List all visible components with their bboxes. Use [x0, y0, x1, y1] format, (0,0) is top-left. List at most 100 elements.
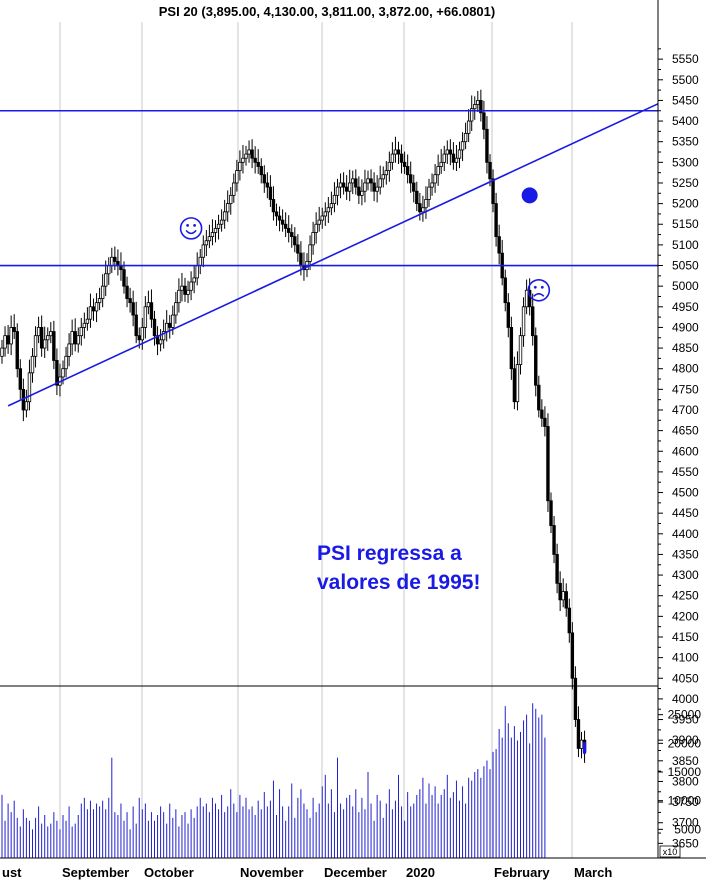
price-bar — [317, 219, 321, 225]
month-label: November — [240, 865, 304, 880]
price-bar — [85, 318, 90, 324]
price-bar — [363, 182, 367, 192]
volume-tick-label: 25000 — [668, 708, 702, 722]
price-bar — [201, 244, 205, 258]
price-bar — [509, 327, 514, 370]
price-bar — [320, 215, 324, 221]
price-tick-label: 3650 — [672, 836, 699, 850]
price-bar — [140, 327, 144, 341]
reference-lines — [0, 103, 659, 407]
price-bar — [82, 322, 87, 328]
price-tick-label: 4250 — [672, 589, 699, 603]
price-bar — [70, 331, 74, 345]
price-bar — [573, 677, 578, 720]
price-bar — [427, 186, 431, 200]
price-tick-label: 4150 — [672, 630, 699, 644]
volume-bars — [1, 703, 546, 858]
price-bar — [46, 335, 50, 341]
last-bar-highlight — [582, 742, 587, 754]
face-outline — [527, 278, 551, 302]
price-bar — [27, 372, 32, 403]
face-mouth — [533, 293, 545, 297]
price-bar — [3, 335, 7, 349]
face-mouth — [185, 229, 197, 235]
price-tick-label: 3900 — [672, 733, 699, 747]
price-bar — [332, 194, 337, 205]
price-bar — [354, 178, 358, 188]
price-tick-label: 3750 — [672, 795, 699, 809]
month-label: February — [494, 865, 550, 880]
price-bar — [225, 203, 230, 213]
price-bar — [283, 223, 288, 229]
price-bar — [73, 331, 77, 345]
price-bar — [94, 302, 99, 312]
price-bar — [36, 327, 41, 337]
price-bar — [265, 182, 270, 188]
month-label: ust — [2, 865, 22, 880]
price-tick-label: 3850 — [672, 754, 699, 768]
volume-tick-label: 20000 — [668, 736, 702, 750]
price-tick-label: 4850 — [672, 341, 699, 355]
price-bar — [253, 157, 257, 163]
price-bar — [412, 182, 416, 192]
happy-face-icon — [179, 217, 203, 240]
price-tick-label: 5550 — [672, 52, 699, 66]
price-bar — [457, 149, 462, 159]
price-tick-label: 5100 — [672, 238, 699, 252]
price-bar — [396, 149, 401, 155]
price-bar — [494, 203, 498, 238]
price-bar — [531, 306, 535, 337]
price-tick-label: 3950 — [672, 713, 699, 727]
price-bar — [180, 285, 184, 291]
price-bar — [564, 591, 568, 609]
price-bar — [52, 331, 56, 361]
price-tick-label: 4450 — [672, 506, 699, 520]
price-tick-label: 3700 — [672, 816, 699, 830]
price-bar — [360, 190, 364, 196]
price-bar — [64, 355, 68, 370]
price-bar — [338, 182, 343, 188]
price-bar — [113, 256, 117, 262]
price-bar — [229, 194, 233, 205]
price-bar — [79, 327, 83, 337]
price-bar — [558, 582, 562, 601]
price-bar — [335, 186, 340, 196]
price-tick-label: 4300 — [672, 568, 699, 582]
price-bar — [149, 302, 154, 320]
price-tick-label: 5200 — [672, 197, 699, 211]
price-bar — [262, 174, 266, 184]
price-bar — [39, 327, 44, 349]
price-bar — [445, 149, 449, 155]
price-bar — [0, 347, 4, 357]
price-tick-label: 4750 — [672, 382, 699, 396]
price-bar — [274, 211, 279, 217]
month-label: October — [144, 865, 194, 880]
price-bar — [143, 306, 148, 328]
price-bar — [527, 289, 532, 308]
price-bar — [421, 207, 425, 213]
price-tick-label: 5000 — [672, 279, 699, 293]
price-bar — [372, 182, 376, 192]
price-bar — [210, 232, 215, 238]
price-tick-label: 5450 — [672, 93, 699, 107]
price-bar — [137, 335, 141, 341]
price-tick-label: 5300 — [672, 155, 699, 169]
price-bar — [402, 161, 407, 167]
price-bar — [67, 343, 71, 357]
price-bar — [308, 244, 312, 262]
price-bar — [91, 306, 96, 312]
month-label: 2020 — [406, 865, 435, 880]
price-bar — [88, 306, 93, 320]
price-bar — [9, 327, 13, 345]
price-bar — [174, 302, 178, 316]
price-tick-label: 4550 — [672, 465, 699, 479]
price-bar — [6, 335, 10, 345]
price-tick-label: 5350 — [672, 135, 699, 149]
signal-dot — [521, 187, 538, 204]
face-outline — [179, 217, 203, 240]
face-eye — [193, 223, 197, 227]
tick-labels: ust September October November December 2020 F… — [2, 52, 701, 880]
price-bar — [512, 368, 517, 403]
price-tick-label: 5050 — [672, 259, 699, 273]
price-bar — [555, 554, 559, 584]
